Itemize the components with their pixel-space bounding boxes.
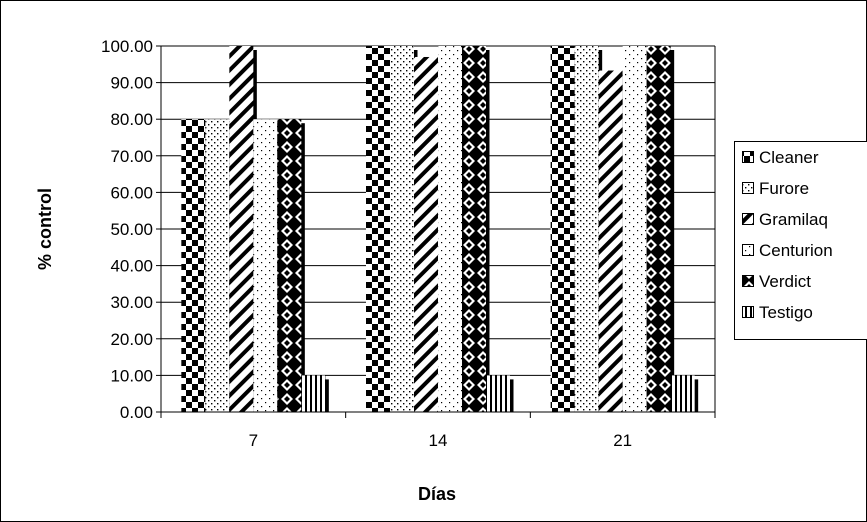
legend-swatch — [742, 151, 754, 163]
legend-box — [734, 141, 867, 340]
legend-swatch — [742, 182, 754, 194]
y-tick-label: 70.00 — [110, 147, 153, 166]
bar-shadow — [324, 379, 329, 412]
bar-gramilaq-14 — [414, 56, 438, 412]
y-tick-label: 60.00 — [110, 183, 153, 202]
bar-centurion-21 — [622, 46, 647, 412]
x-tick-label: 21 — [613, 431, 632, 450]
y-tick-label: 10.00 — [110, 366, 153, 385]
x-axis-title: Días — [418, 484, 456, 504]
y-tick-label: 90.00 — [110, 74, 153, 93]
legend-label: Furore — [759, 179, 809, 198]
y-tick-label: 20.00 — [110, 330, 153, 349]
y-tick-label: 30.00 — [110, 293, 153, 312]
y-tick-label: 80.00 — [110, 110, 153, 129]
legend-label: Cleaner — [759, 148, 819, 167]
legend-swatch — [742, 275, 754, 287]
bar-shadow — [694, 379, 699, 412]
bar-testigo-21 — [670, 375, 695, 412]
y-tick-labels: 0.00 10.00 20.00 30.00 40.00 50.00 60.00 70.00 8… — [101, 37, 161, 422]
bar-shadow — [509, 379, 514, 412]
y-tick-label: 40.00 — [110, 257, 153, 276]
bar-cleaner-21 — [550, 46, 575, 412]
legend: Cleaner Furore Gramilaq Centurion Verdict Tes… — [734, 141, 867, 340]
bar-shadow — [485, 50, 490, 412]
bar-testigo-7 — [301, 375, 326, 412]
legend-label: Centurion — [759, 241, 833, 260]
legend-label: Verdict — [759, 272, 811, 291]
bar-cleaner-7 — [181, 119, 206, 412]
y-tick-label: 0.00 — [120, 403, 153, 422]
bar-cleaner-14 — [366, 46, 390, 412]
legend-label: Testigo — [759, 303, 813, 322]
legend-swatch — [742, 213, 754, 225]
legend-label: Gramilaq — [759, 210, 828, 229]
y-tick-label: 50.00 — [110, 220, 153, 239]
bar-testigo-14 — [486, 375, 510, 412]
bars-group — [181, 46, 699, 412]
bar-verdict-21 — [646, 46, 671, 412]
legend-swatch — [742, 244, 754, 256]
bar-shadow — [670, 50, 675, 412]
bar-centurion-7 — [253, 119, 278, 412]
bar-furore-14 — [390, 46, 414, 412]
bar-furore-7 — [205, 119, 230, 412]
bar-shadow — [300, 123, 305, 412]
y-tick-label: 100.00 — [101, 37, 153, 56]
legend-swatch — [742, 306, 754, 318]
bar-centurion-14 — [438, 46, 462, 412]
bar-gramilaq-21 — [598, 70, 623, 412]
bar-furore-21 — [574, 46, 599, 412]
x-tick-label: 14 — [429, 431, 448, 450]
bar-gramilaq-7 — [229, 46, 254, 412]
bar-verdict-7 — [277, 119, 302, 412]
x-tick-label: 7 — [249, 431, 258, 450]
bar-verdict-14 — [462, 46, 486, 412]
y-axis-title: % control — [35, 188, 55, 270]
x-tick-labels: 7 14 21 — [160, 412, 716, 450]
